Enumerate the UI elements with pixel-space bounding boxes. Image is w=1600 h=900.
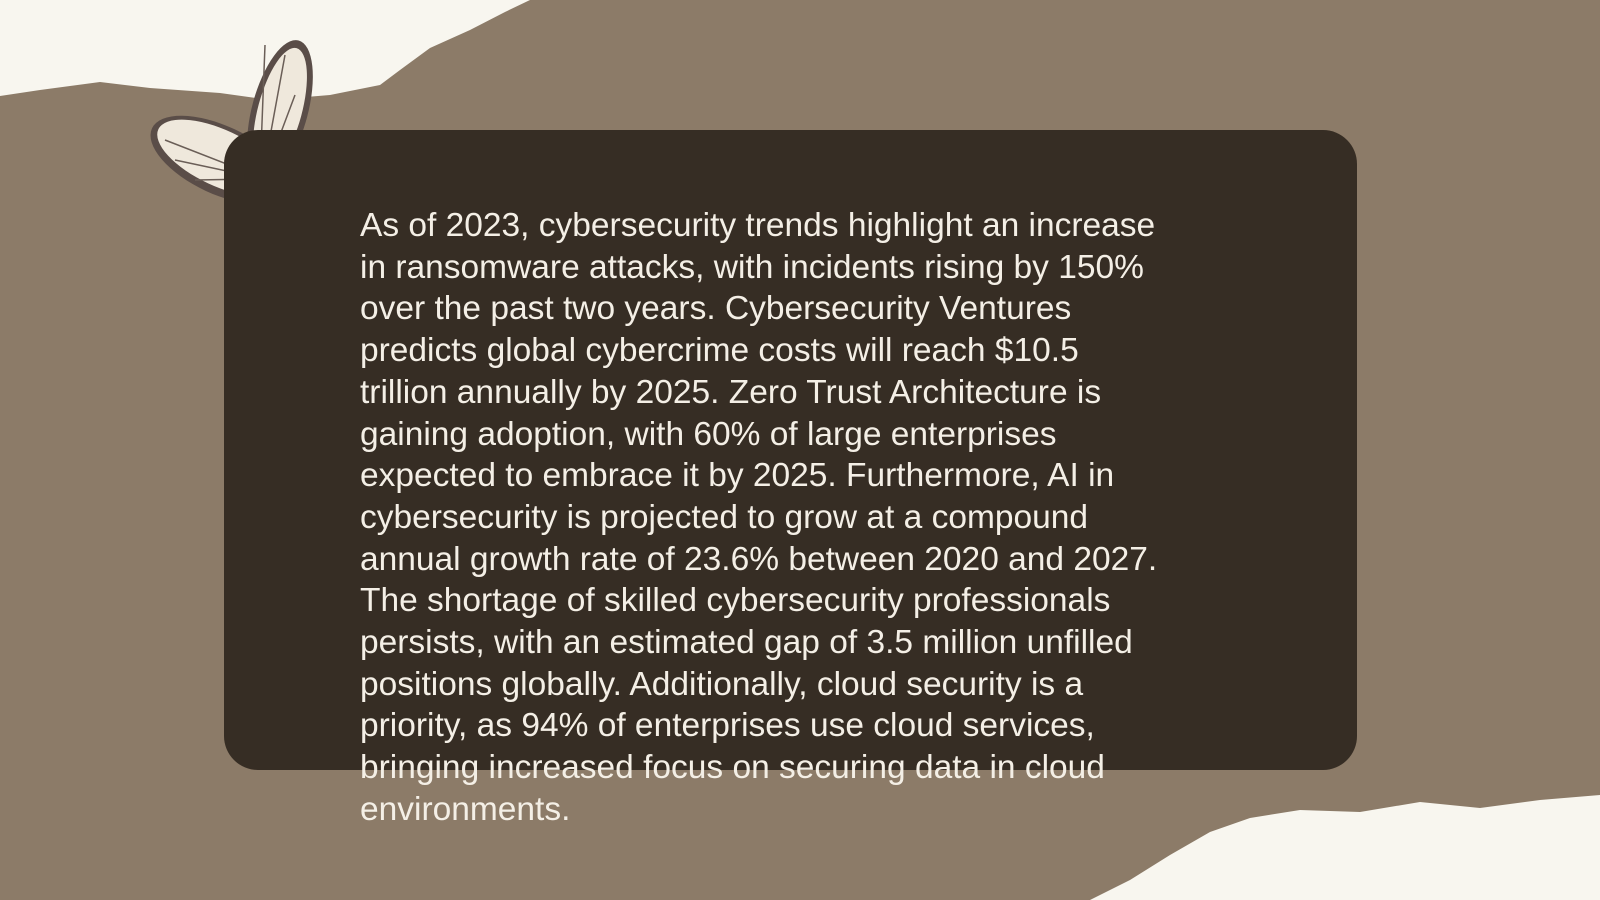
text-line: priority, as 94% of enterprises use clou… [360,707,1095,745]
text-line: trillion annually by 2025. Zero Trust Ar… [360,373,1102,411]
text-line: annual growth rate of 23.6% between 2020… [360,540,1158,578]
text-line: predicts global cybercrime costs will re… [360,332,1079,370]
text-line: environments. [360,790,571,828]
text-line: expected to embrace it by 2025. Furtherm… [360,457,1115,495]
text-line: over the past two years. Cybersecurity V… [360,290,1072,328]
text-card [224,130,1357,770]
text-line: in ransomware attacks, with incidents ri… [360,248,1144,286]
text-line: As of 2023, cybersecurity trends highlig… [360,207,1156,244]
torn-paper-bottom [1090,795,1600,900]
paragraph: As of 2023, cybersecurity trends highlig… [360,205,1157,831]
text-line: gaining adoption, with 60% of large ente… [360,415,1057,453]
text-line: positions globally. Additionally, cloud … [360,665,1084,703]
text-line: persists, with an estimated gap of 3.5 m… [360,624,1133,662]
text-line: The shortage of skilled cybersecurity pr… [360,582,1111,620]
text-line: bringing increased focus on securing dat… [360,749,1105,787]
text-line: cybersecurity is projected to grow at a … [360,498,1089,536]
